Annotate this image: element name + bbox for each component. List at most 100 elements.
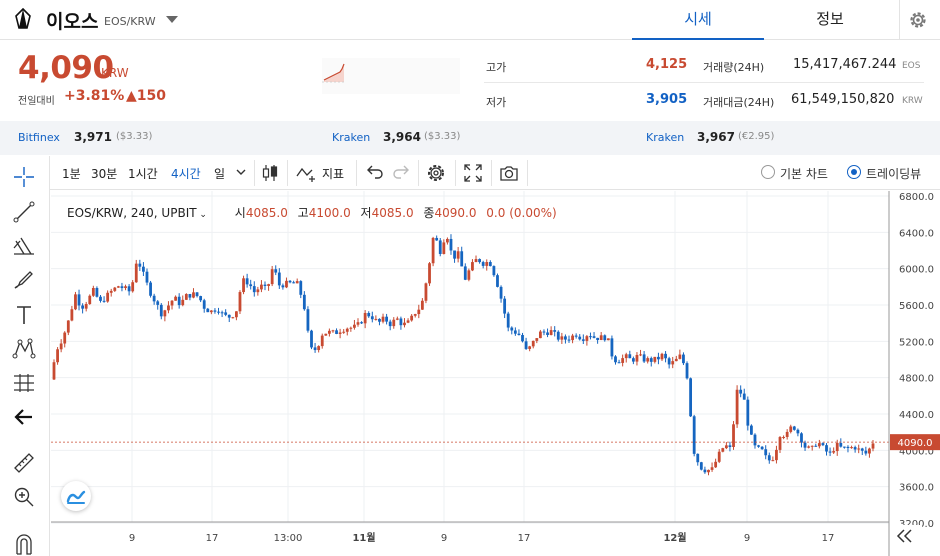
turnover-value: 61,549,150,820 [791, 92, 895, 107]
candle-body [710, 467, 714, 470]
exchange-name[interactable]: Kraken [332, 131, 371, 144]
candle-body [767, 455, 771, 461]
candle-body [202, 300, 206, 309]
redo-icon[interactable] [391, 162, 413, 184]
x-tick-label: 17 [518, 533, 531, 544]
zoom-in-icon[interactable] [11, 484, 37, 510]
turnover-unit: KRW [902, 96, 923, 106]
coin-dropdown-icon[interactable] [166, 16, 178, 23]
interval-1d[interactable]: 일 [214, 167, 226, 181]
candle-body [88, 295, 92, 305]
measure-icon[interactable] [11, 370, 37, 396]
candle-body [299, 281, 303, 295]
exchange-name[interactable]: Bitfinex [18, 131, 60, 144]
candle-body [238, 292, 242, 312]
tradingview-radio[interactable] [847, 165, 861, 179]
fullscreen-icon[interactable] [462, 162, 484, 184]
interval-30m[interactable]: 30분 [91, 167, 118, 181]
go-to-latest-icon[interactable] [896, 525, 922, 549]
candle-body [56, 349, 59, 363]
undo-icon[interactable] [363, 162, 385, 184]
legend-chevron-icon[interactable]: ⌄ [196, 210, 207, 220]
tradingview-logo-icon[interactable] [61, 481, 91, 511]
candle-body [142, 266, 145, 272]
indicators-button[interactable]: 지표 [322, 167, 345, 181]
interval-1h[interactable]: 1시간 [128, 167, 158, 181]
candle-body [199, 296, 203, 301]
candle-body [159, 304, 163, 317]
exchange-price: 3,967 [697, 130, 735, 144]
tab-market[interactable]: 시세 [632, 0, 764, 40]
candle-body [102, 300, 106, 302]
candle-body [431, 237, 435, 264]
candle-body [585, 336, 589, 341]
candle-body [260, 284, 263, 290]
candle-body [814, 445, 818, 447]
legend-low: 4085.0 [371, 206, 414, 220]
candle-body [263, 284, 267, 286]
candle-body [467, 270, 471, 280]
gear-icon[interactable] [908, 10, 928, 30]
candle-body [864, 450, 868, 454]
candle-body [435, 237, 439, 241]
interval-1m[interactable]: 1분 [62, 167, 81, 181]
candle-body [456, 251, 460, 259]
candle-body [81, 305, 85, 309]
trend-line-icon[interactable] [11, 199, 37, 225]
candle-body [131, 282, 135, 292]
indicators-icon[interactable] [295, 162, 317, 184]
text-icon[interactable] [11, 302, 37, 328]
crosshair-icon[interactable] [11, 164, 37, 190]
tab-info[interactable]: 정보 [816, 10, 844, 28]
candle-body [674, 358, 678, 362]
arrow-left-icon[interactable] [11, 404, 37, 430]
candle-body [310, 330, 313, 348]
candle-body [378, 318, 381, 322]
legend-symbol[interactable]: EOS/KRW, 240, UPBIT [67, 206, 197, 220]
candle-body [789, 426, 793, 432]
magnet-icon[interactable] [11, 530, 37, 556]
camera-icon[interactable] [498, 162, 520, 184]
y-tick-label: 6800.0 [899, 192, 934, 203]
candle-body [610, 338, 614, 357]
candle-body [825, 445, 828, 452]
legend-open-label: 시 [234, 206, 246, 220]
pattern-icon[interactable] [11, 336, 37, 362]
candle-body [213, 310, 217, 312]
candle-body [689, 378, 693, 417]
tradingview-label[interactable]: 트레이딩뷰 [866, 167, 922, 181]
legend-close: 4090.0 [434, 206, 477, 220]
y-tick-label: 6000.0 [899, 265, 934, 276]
candle-body [846, 446, 850, 449]
price-chart[interactable]: 6800.0 6400.0 6000.0 5600.0 5200.0 4800.0 4400… [51, 191, 940, 556]
candle-body [220, 312, 224, 314]
low-value: 3,905 [646, 92, 688, 107]
basic-chart-radio[interactable] [761, 165, 775, 179]
price-sparkline [322, 58, 460, 94]
candle-body [603, 335, 607, 341]
exchange-name[interactable]: Kraken [646, 131, 685, 144]
candle-body [546, 332, 549, 335]
ruler-icon[interactable] [11, 450, 37, 476]
settings-icon[interactable] [425, 162, 447, 184]
interval-dropdown-icon[interactable] [232, 163, 250, 181]
candle-body [478, 259, 481, 263]
candle-style-icon[interactable] [259, 162, 281, 184]
candle-body [696, 453, 700, 463]
candle-body [850, 447, 853, 449]
brush-icon[interactable] [11, 267, 37, 293]
x-tick-label: 13:00 [274, 533, 303, 544]
interval-4h[interactable]: 4시간 [171, 167, 201, 181]
x-tick-label: 9 [129, 533, 135, 544]
candle-body [571, 335, 574, 341]
fib-icon[interactable] [11, 233, 37, 259]
eos-logo-icon [15, 8, 31, 29]
candle-body [195, 292, 199, 297]
candle-body [163, 310, 167, 317]
candle-body [59, 343, 63, 350]
candle-body [589, 336, 592, 338]
exchange-price-bar [0, 121, 940, 155]
candle-body [345, 328, 349, 332]
basic-chart-label[interactable]: 기본 차트 [780, 167, 828, 181]
candle-body [446, 238, 449, 243]
